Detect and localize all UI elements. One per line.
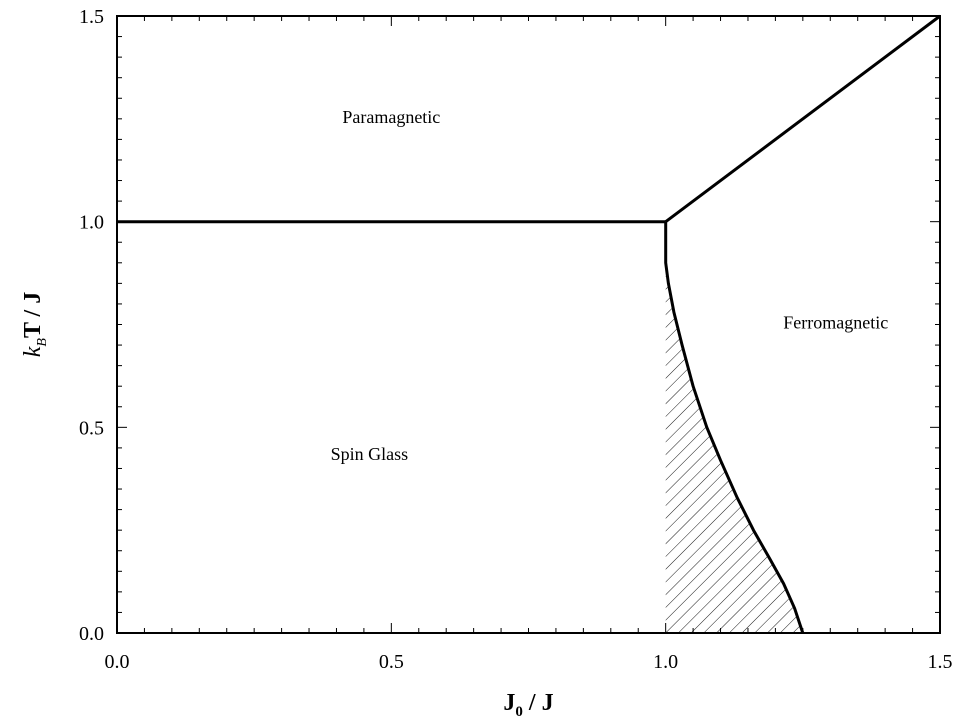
hatched-region-layer (665, 271, 803, 633)
y-tick-label: 0.5 (79, 417, 104, 439)
y-tick-label: 1.0 (79, 212, 104, 234)
tick-labels-layer: 0.0 0.5 1.0 1.5 0.0 0.5 1.0 1.5 (79, 6, 953, 673)
y-axis-title-subscript: B (35, 338, 50, 347)
x-tick-label: 0.0 (105, 651, 130, 673)
x-axis-title-main: J (503, 690, 515, 716)
x-axis-title: J0 / J (503, 690, 553, 720)
y-tick-label: 1.5 (79, 6, 104, 28)
phase-boundary-line-3 (664, 221, 805, 634)
phase-boundary-lines (117, 14, 941, 634)
plot-frame (116, 15, 941, 634)
x-tick-label: 1.5 (928, 651, 953, 673)
y-tick-label: 0.0 (79, 623, 104, 645)
phase-boundary-line-2 (664, 14, 941, 223)
y-axis-title: kBT / J (20, 292, 50, 357)
region-labels-layer: Paramagnetic Ferromagnetic Spin Glass (331, 107, 889, 464)
region-label: Paramagnetic (342, 107, 440, 127)
y-axis-title-k: k (20, 346, 46, 357)
x-axis-title-rest: / J (523, 690, 554, 716)
region-label: Spin Glass (331, 444, 409, 464)
x-axis-title-subscript: 0 (515, 704, 523, 720)
hatched-region (665, 271, 803, 633)
x-tick-label: 1.0 (653, 651, 678, 673)
x-tick-label: 0.5 (379, 651, 404, 673)
y-axis-title-rest: T / J (20, 292, 46, 338)
region-label: Ferromagnetic (783, 313, 888, 333)
